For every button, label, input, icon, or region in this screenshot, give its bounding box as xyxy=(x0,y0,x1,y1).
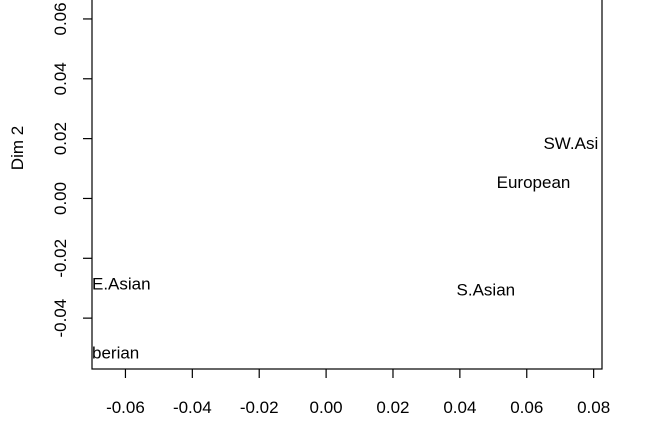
x-tick-label: 0.08 xyxy=(577,398,610,417)
x-tick-label: 0.00 xyxy=(310,398,343,417)
x-axis: -0.06 -0.04 -0.02 0.00 0.02 0.04 0.06 0.08 xyxy=(106,369,610,417)
y-tick-label: -0.04 xyxy=(51,299,70,338)
y-axis: -0.04 -0.02 0.00 0.02 0.04 0.06 xyxy=(51,2,92,338)
x-tick-label: -0.06 xyxy=(106,398,145,417)
y-axis-title: Dim 2 xyxy=(8,126,27,170)
x-tick-label: -0.02 xyxy=(240,398,279,417)
x-tick-label: 0.06 xyxy=(510,398,543,417)
y-tick-label: 0.00 xyxy=(51,182,70,215)
x-tick-label: 0.04 xyxy=(443,398,476,417)
y-tick-label: 0.06 xyxy=(51,2,70,35)
point-label: E.Asian xyxy=(92,275,151,294)
point-labels: SW.Asi European E.Asian S.Asian berian xyxy=(92,134,598,362)
point-label: SW.Asi xyxy=(543,134,598,153)
y-tick-label: 0.04 xyxy=(51,62,70,95)
point-label: European xyxy=(497,173,571,192)
x-tick-label: -0.04 xyxy=(173,398,212,417)
point-label: berian xyxy=(92,344,139,363)
y-tick-label: -0.02 xyxy=(51,239,70,278)
plot-frame xyxy=(91,0,603,370)
y-tick-label: 0.02 xyxy=(51,122,70,155)
x-tick-label: 0.02 xyxy=(376,398,409,417)
point-label: S.Asian xyxy=(457,281,516,300)
